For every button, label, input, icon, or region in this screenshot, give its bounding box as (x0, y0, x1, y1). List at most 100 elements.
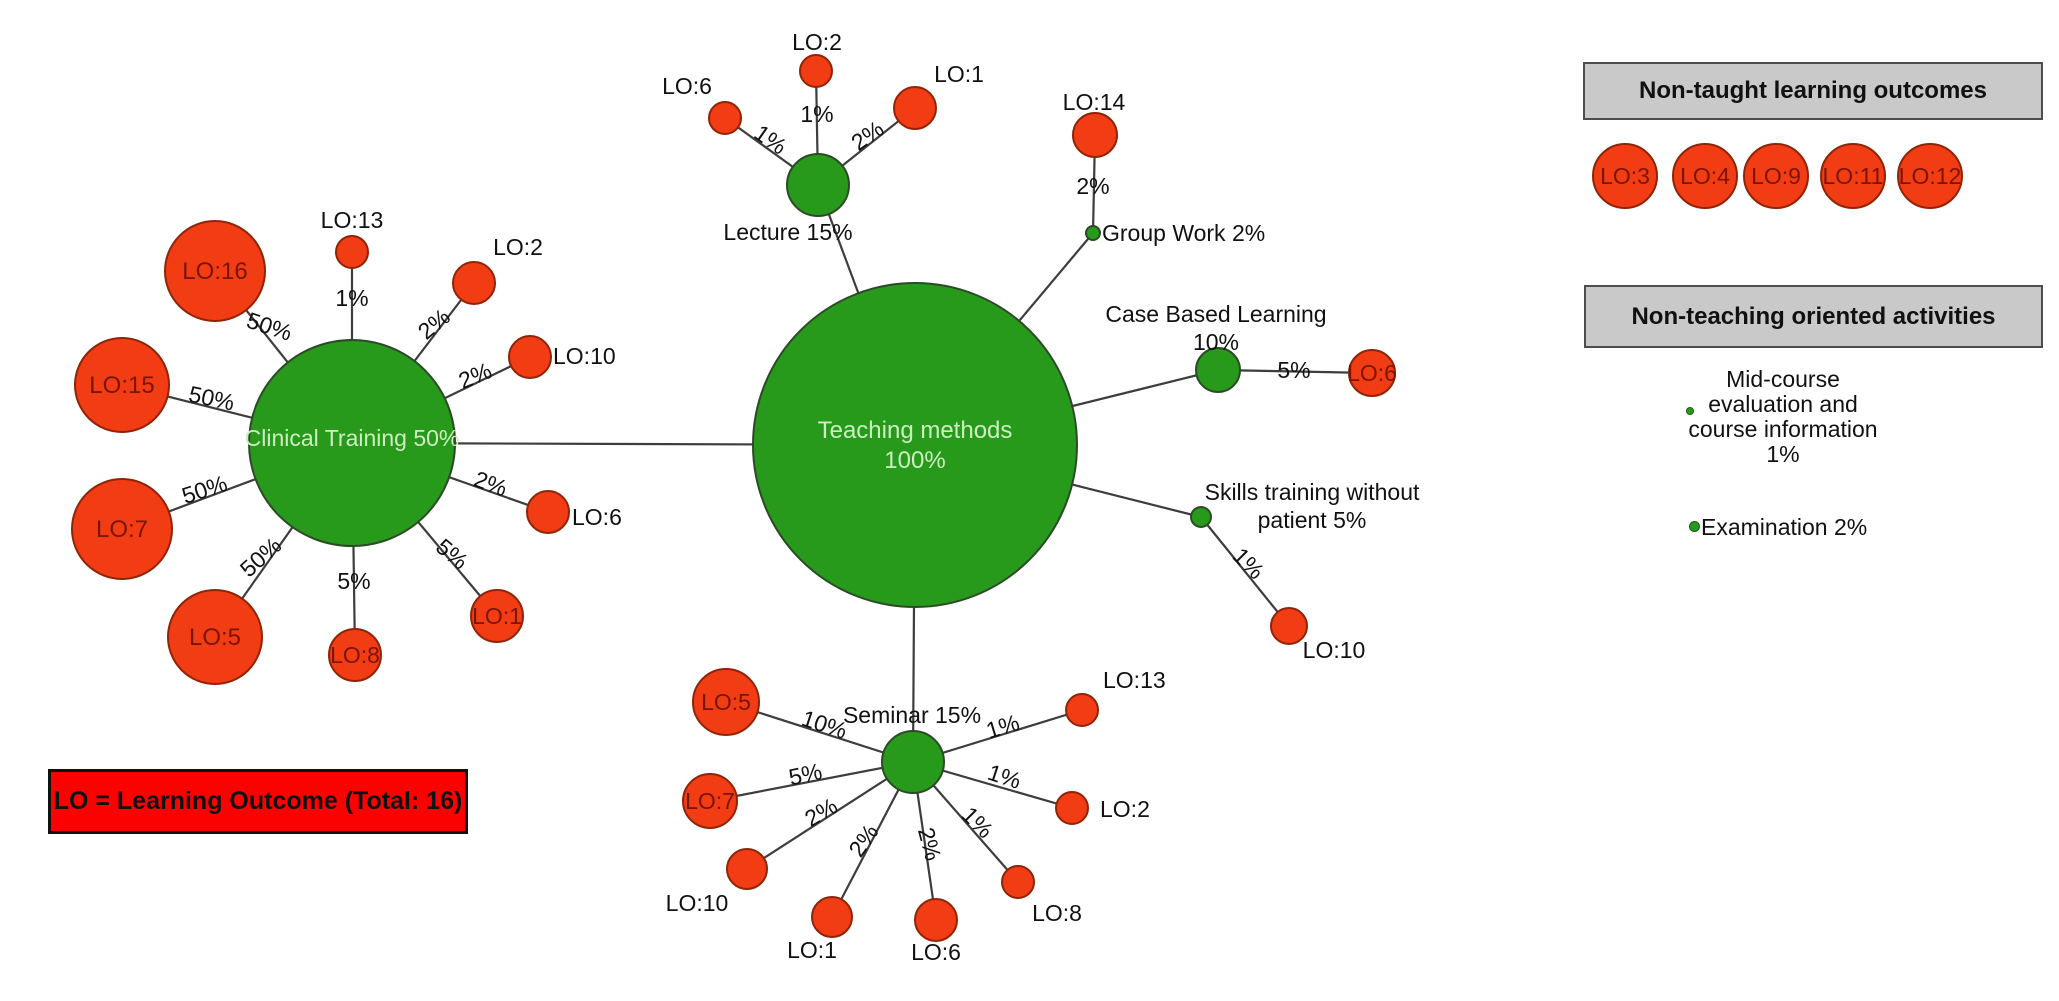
node-c6-circle (526, 490, 570, 534)
node-g14-label: LO:14 (1063, 89, 1126, 115)
node-c1-label: LO:1 (472, 603, 522, 629)
node-cbl-label: Case Based Learning 10% (1105, 301, 1326, 355)
node-l6-label: LO:6 (662, 73, 712, 99)
node-clinical-circle (248, 339, 456, 547)
node-se6-circle (914, 898, 958, 942)
node-se6-label: LO:6 (911, 939, 961, 965)
edge-label-cbl-cb6: 5% (1277, 357, 1310, 383)
edge-label-clinical-c5: 50% (235, 532, 287, 582)
node-skills-label: Skills training without patient 5% (1205, 479, 1420, 533)
non-teaching-panel-title: Non-teaching oriented activities (1631, 302, 1996, 330)
node-se1-circle (811, 896, 853, 938)
node-se2-circle (1055, 791, 1089, 825)
node-se1-label: LO:1 (787, 937, 837, 963)
node-se5-circle (692, 668, 760, 736)
edge-label-seminar-se13: 1% (983, 709, 1022, 744)
edge-label-clinical-c16: 50% (244, 307, 296, 346)
node-se8-label: LO:8 (1032, 900, 1082, 926)
edge-label-groupwork-g14: 2% (1076, 173, 1109, 199)
node-c13-circle (335, 235, 369, 269)
node-c8-circle (328, 628, 382, 682)
node-c1-circle (470, 589, 524, 643)
node-cb6-label: LO:6 (1347, 360, 1397, 386)
node-lecture-circle (786, 153, 850, 217)
node-se13-label: LO:13 (1103, 667, 1166, 693)
node-se13-circle (1065, 693, 1099, 727)
midcourse-line-1: Mid-course (1726, 366, 1840, 392)
node-c8-label: LO:8 (330, 642, 380, 668)
node-groupwork-label: Group Work 2% (1102, 220, 1265, 246)
edge-label-seminar-se7: 5% (786, 758, 824, 790)
edge-label-seminar-se8: 1% (957, 801, 999, 843)
edge-label-seminar-se10: 2% (800, 793, 842, 832)
node-l2-circle (799, 54, 833, 88)
legend-lo-circle-lo4: LO:4 (1672, 143, 1738, 209)
node-c7-circle (71, 478, 173, 580)
edge-label-lecture-l1: 2% (846, 115, 888, 155)
midcourse-item: Mid-course evaluation and course informa… (1672, 367, 1894, 467)
node-groupwork-circle (1085, 225, 1101, 241)
node-s10-label: LO:10 (1303, 637, 1366, 663)
node-cb6-circle (1348, 349, 1396, 397)
edge-label-lecture-l6: 1% (750, 119, 792, 159)
node-g14-circle (1072, 112, 1118, 158)
node-teaching-circle (752, 282, 1078, 608)
node-c2-label: LO:2 (493, 234, 543, 260)
edge-seminar-se10 (746, 761, 914, 870)
node-c7-label: LO:7 (96, 516, 148, 543)
edge-label-clinical-c10: 2% (455, 357, 496, 394)
non-taught-panel-title: Non-taught learning outcomes (1639, 77, 1987, 104)
edge-label-clinical-c7: 50% (179, 470, 231, 509)
lo-definition-note: LO = Learning Outcome (Total: 16) (48, 769, 468, 834)
edge-label-seminar-se1: 2% (843, 819, 883, 861)
node-se2-label: LO:2 (1100, 796, 1150, 822)
node-skills-circle (1190, 506, 1212, 528)
node-l1-circle (893, 86, 937, 130)
node-se7-circle (682, 773, 738, 829)
midcourse-line-2: evaluation and (1708, 391, 1858, 417)
edge-seminar-se7 (709, 760, 914, 803)
edge-skills-s10 (1200, 516, 1290, 627)
node-seminar-label: Seminar 15% (843, 702, 981, 728)
node-l6-circle (708, 101, 742, 135)
node-c15-circle (74, 337, 170, 433)
node-c2-circle (452, 261, 496, 305)
edge-label-clinical-c13: 1% (335, 285, 368, 311)
examination-dot-icon (1689, 521, 1700, 532)
node-c5-label: LO:5 (189, 624, 241, 651)
midcourse-line-4: 1% (1766, 441, 1800, 467)
edge-label-seminar-se2: 1% (985, 759, 1025, 794)
node-seminar-circle (881, 730, 945, 794)
legend-lo-circle-lo12: LO:12 (1897, 143, 1963, 209)
node-c13-label: LO:13 (321, 207, 384, 233)
legend-lo-circle-lo11: LO:11 (1820, 143, 1886, 209)
node-c16-circle (164, 220, 266, 322)
node-se7-label: LO:7 (685, 788, 735, 814)
node-cbl-circle (1195, 347, 1241, 393)
examination-item: Examination 2% (1701, 514, 1868, 540)
midcourse-line-3: course information (1688, 416, 1878, 442)
legend-lo-circle-lo9: LO:9 (1743, 143, 1809, 209)
node-c15-label: LO:15 (89, 372, 154, 399)
edge-label-skills-s10: 1% (1228, 542, 1270, 584)
node-c10-label: LO:10 (553, 343, 616, 369)
node-c6-label: LO:6 (572, 504, 622, 530)
node-se10-label: LO:10 (666, 890, 729, 916)
non-taught-panel: Non-taught learning outcomes (1583, 62, 2043, 120)
node-l2-label: LO:2 (792, 29, 842, 55)
node-teaching-label: Teaching methods 100% (818, 417, 1013, 474)
edge-label-clinical-c1: 5% (431, 533, 473, 574)
node-se10-circle (726, 848, 768, 890)
edge-label-lecture-l2: 1% (800, 101, 833, 127)
node-c5-circle (167, 589, 263, 685)
node-c16-label: LO:16 (182, 258, 247, 285)
node-clinical-label: Clinical Training 50% (245, 425, 460, 451)
midcourse-dot-icon (1686, 407, 1694, 415)
node-se8-circle (1001, 865, 1035, 899)
non-teaching-panel: Non-teaching oriented activities (1584, 285, 2043, 348)
edge-label-clinical-c2: 2% (413, 303, 455, 344)
edge-label-clinical-c15: 50% (186, 381, 236, 416)
node-se5-label: LO:5 (701, 689, 751, 715)
